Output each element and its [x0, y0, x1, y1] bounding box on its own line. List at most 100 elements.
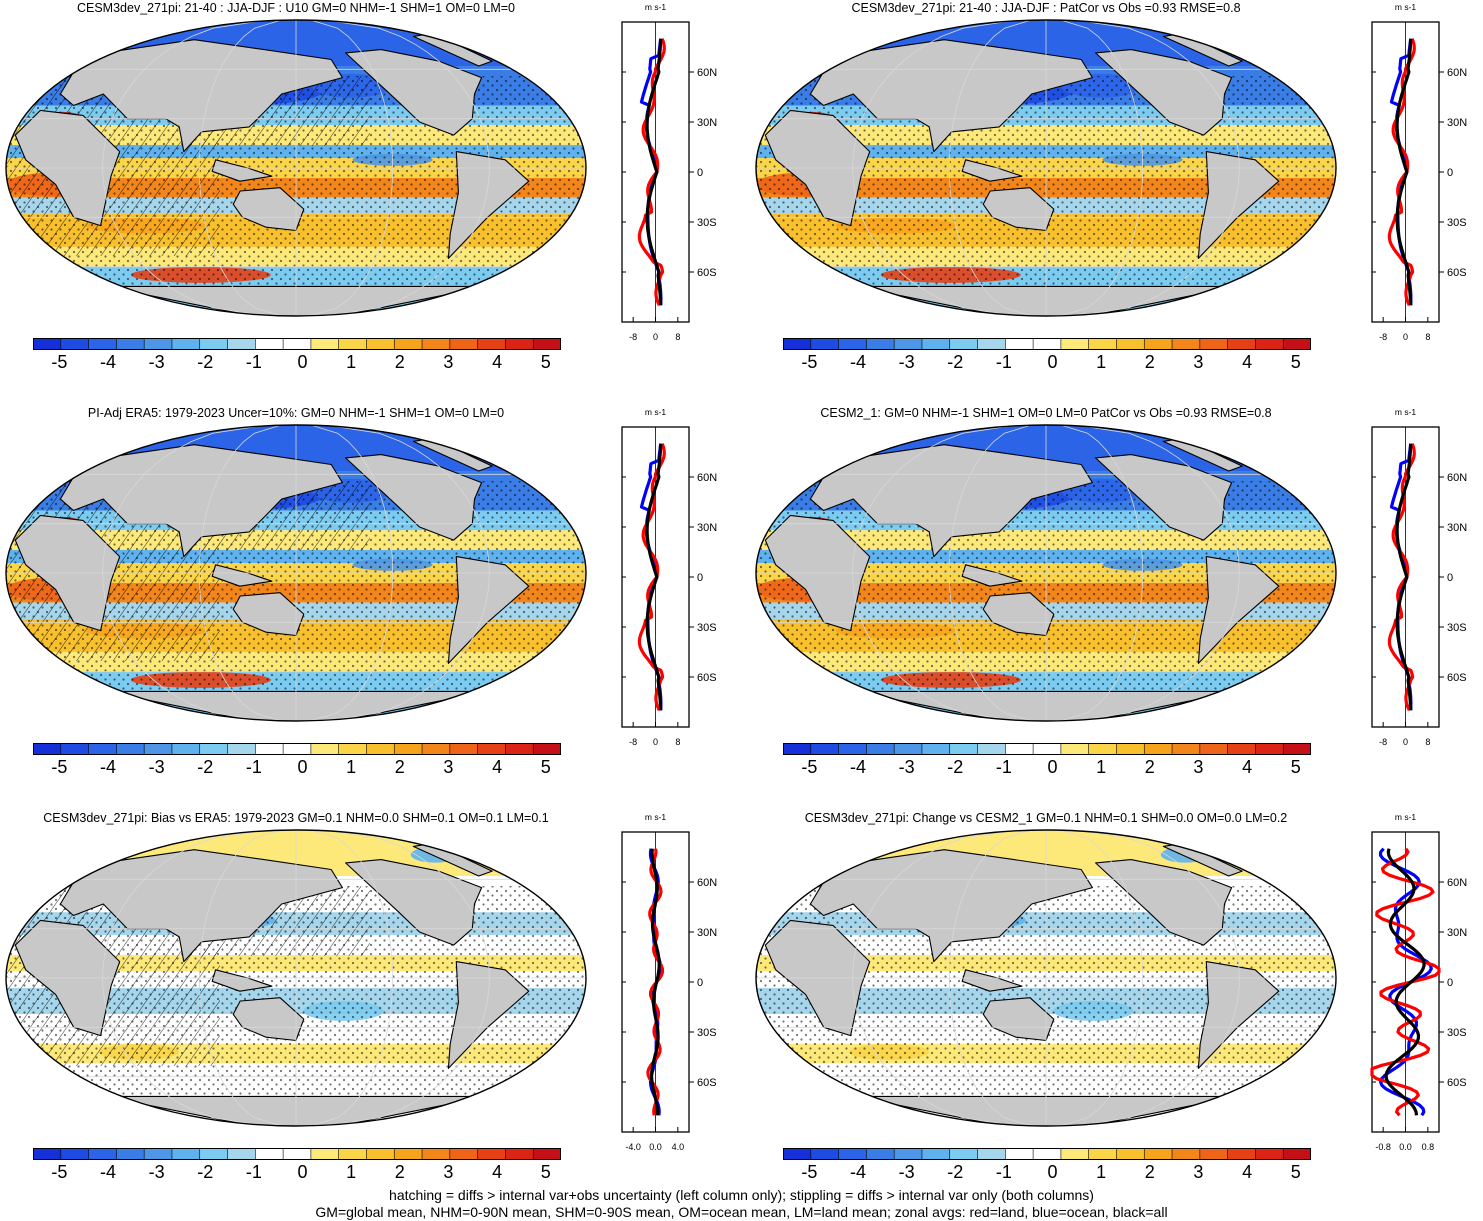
colorbar-label: -1: [995, 352, 1012, 372]
graticule-line: [948, 830, 1032, 1126]
panel-4: CESM2_1: GM=0 NHM=-1 SHM=1 OM=0 LM=0 Pat…: [750, 405, 1483, 810]
colorbar: [783, 1148, 1311, 1160]
lat-tick-label: 60S: [697, 267, 717, 279]
colorbar-label: 0: [1047, 1162, 1058, 1182]
colorbar: [33, 743, 561, 755]
panel-title: PI-Adj ERA5: 1979-2023 Uncer=10%: GM=0 N…: [87, 406, 505, 420]
land-mass: [211, 564, 273, 587]
colorbar-swatch: [1116, 1148, 1145, 1160]
colorbar-label: 1: [1096, 1162, 1107, 1182]
colorbar-swatch: [310, 743, 339, 755]
colorbar-swatch: [88, 338, 117, 350]
colorbar-label: -2: [947, 1162, 964, 1182]
colorbar-swatch: [449, 338, 478, 350]
colorbar-label: 1: [1096, 757, 1107, 777]
colorbar-swatch: [949, 338, 978, 350]
colorbar-label: -4: [100, 757, 117, 777]
colorbar-label: 5: [540, 757, 551, 777]
colorbar-swatch: [394, 1148, 423, 1160]
land-mass: [809, 444, 1093, 558]
colorbar-swatch: [1088, 743, 1117, 755]
land-mass: [1197, 556, 1280, 664]
colorbar-label: 4: [1242, 1162, 1253, 1182]
colorbar: [33, 1148, 561, 1160]
colorbar-swatch: [283, 1148, 312, 1160]
world-map: [755, 829, 1337, 1127]
colorbar-label: -2: [947, 757, 964, 777]
lat-tick-label: 30S: [1447, 622, 1467, 634]
colorbar-swatch: [1172, 743, 1201, 755]
colorbar: [33, 338, 561, 350]
colorbar-swatch: [88, 743, 117, 755]
land-mass: [232, 187, 305, 232]
colorbar-swatch: [33, 1148, 62, 1160]
x-tick-label: 0.0: [1399, 1142, 1412, 1152]
colorbar-label: 0: [1047, 352, 1058, 372]
x-tick-label: 0.8: [1422, 1142, 1435, 1152]
colorbar-swatch: [949, 743, 978, 755]
colorbar-labels: -5 -4 -3 -2 -1 0 1 2 3 4 5: [783, 352, 1311, 378]
colorbar-swatch: [144, 1148, 173, 1160]
land-mass: [59, 444, 343, 558]
colorbar-swatch: [60, 338, 89, 350]
panel-1: CESM3dev_271pi: 21-40 : JJA-DJF : U10 GM…: [0, 0, 740, 405]
lat-tick-label: 60S: [1447, 267, 1467, 279]
colorbar-label: 5: [1290, 1162, 1301, 1182]
colorbar-swatch: [1088, 1148, 1117, 1160]
zonal-curve-all: [645, 38, 663, 306]
colorbar-swatch: [144, 338, 173, 350]
land-mass: [59, 849, 343, 963]
colorbar-label: 2: [1144, 757, 1155, 777]
colorbar-swatch: [1227, 743, 1256, 755]
colorbar-swatch: [1199, 743, 1228, 755]
zonal-unit-label: m s-1: [645, 812, 667, 822]
panel-title: CESM3dev_271pi: Change vs CESM2_1 GM=0.1…: [804, 811, 1288, 825]
lat-tick-label: 30S: [697, 217, 717, 229]
panel-title: CESM3dev_271pi: 21-40 : JJA-DJF : U10 GM…: [76, 1, 516, 15]
colorbar-swatch: [1199, 1148, 1228, 1160]
colorbar-swatch: [171, 338, 201, 350]
map-border: [5, 19, 587, 317]
colorbar-swatch: [144, 743, 173, 755]
colorbar-swatch: [1116, 338, 1145, 350]
colorbar: [783, 338, 1311, 350]
colorbar-label: -2: [197, 757, 214, 777]
colorbar-label: 4: [492, 1162, 503, 1182]
land-mass: [961, 564, 1023, 587]
colorbar-swatch: [866, 1148, 895, 1160]
x-tick-label: 0: [653, 737, 658, 747]
colorbar-frame: [783, 743, 1311, 755]
land-mass: [961, 969, 1023, 992]
x-tick-label: 0: [1403, 332, 1408, 342]
colorbar-swatch: [422, 743, 451, 755]
map-border: [755, 829, 1337, 1127]
zonal-curve-all: [1384, 848, 1426, 1116]
zonal-unit-label: m s-1: [1395, 812, 1417, 822]
colorbar-label: 4: [1242, 352, 1253, 372]
colorbar-labels: -5 -4 -3 -2 -1 0 1 2 3 4 5: [33, 352, 561, 378]
colorbar-swatch: [338, 1148, 367, 1160]
land-mass: [982, 592, 1055, 637]
x-tick-label: -8: [1379, 737, 1387, 747]
world-map: [5, 19, 587, 317]
colorbar-label: -5: [801, 757, 818, 777]
colorbar-swatch: [60, 743, 89, 755]
colorbar-swatch: [783, 338, 812, 350]
colorbar-swatch: [199, 743, 228, 755]
x-tick-label: 8: [1425, 737, 1430, 747]
colorbar-label: -2: [197, 1162, 214, 1182]
colorbar-swatch: [1088, 338, 1117, 350]
lat-tick-label: 30S: [697, 622, 717, 634]
lat-tick-label: 60N: [1447, 472, 1467, 484]
colorbar-label: 3: [1193, 757, 1204, 777]
colorbar-swatch: [1255, 743, 1284, 755]
colorbar-label: -1: [245, 1162, 262, 1182]
colorbar-frame: [783, 1148, 1311, 1160]
colorbar-swatch: [116, 743, 145, 755]
x-tick-label: 0.0: [649, 1142, 662, 1152]
colorbar-swatch: [283, 743, 312, 755]
colorbar-swatch: [255, 1148, 284, 1160]
colorbar-swatch: [1283, 338, 1311, 350]
colorbar-label: 3: [443, 1162, 454, 1182]
graticule-line: [1074, 830, 1240, 1126]
